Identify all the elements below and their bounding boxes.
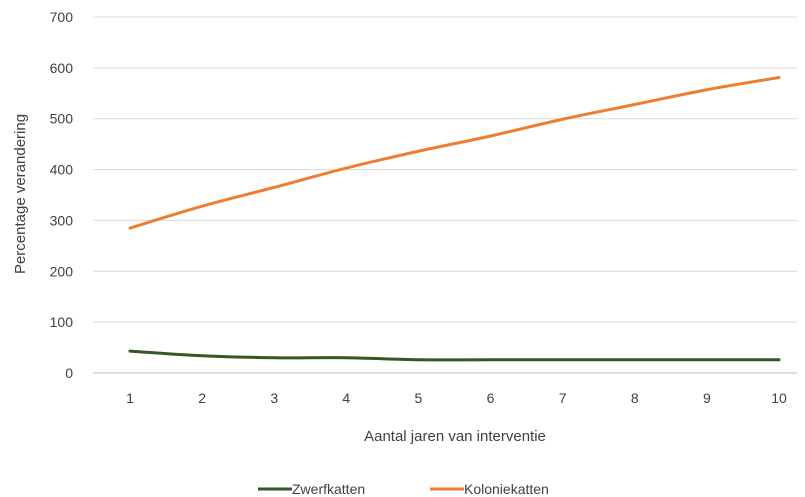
x-tick-label: 1 (126, 390, 134, 406)
y-tick-label: 700 (50, 9, 74, 25)
series-line-koloniekatten (128, 76, 781, 230)
x-axis-ticks: 1 2 3 4 5 6 7 8 9 10 (126, 390, 787, 406)
x-tick-label: 7 (559, 390, 567, 406)
y-axis-title: Percentage verandering (12, 114, 29, 274)
x-tick-label: 8 (631, 390, 639, 406)
series-lines (128, 76, 781, 362)
y-tick-label: 500 (50, 111, 74, 127)
gridlines (93, 16, 797, 374)
y-axis-ticks: 0 100 200 300 400 500 600 700 (50, 9, 74, 381)
y-tick-label: 400 (50, 162, 74, 178)
y-tick-label: 300 (50, 212, 74, 228)
x-axis-title: Aantal jaren van interventie (364, 428, 546, 445)
x-tick-label: 3 (270, 390, 278, 406)
x-tick-label: 4 (342, 390, 350, 406)
y-tick-label: 600 (50, 60, 74, 76)
legend: Zwerfkatten Koloniekatten (258, 481, 549, 497)
y-tick-label: 200 (50, 263, 74, 279)
series-line-zwerfkatten (128, 349, 781, 362)
x-tick-label: 9 (703, 390, 711, 406)
y-tick-label: 100 (50, 314, 74, 330)
x-tick-label: 6 (487, 390, 495, 406)
x-tick-label: 2 (198, 390, 206, 406)
legend-label: Koloniekatten (464, 481, 549, 497)
y-tick-label: 0 (65, 365, 73, 381)
legend-label: Zwerfkatten (292, 481, 365, 497)
x-tick-label: 10 (771, 390, 787, 406)
x-tick-label: 5 (415, 390, 423, 406)
